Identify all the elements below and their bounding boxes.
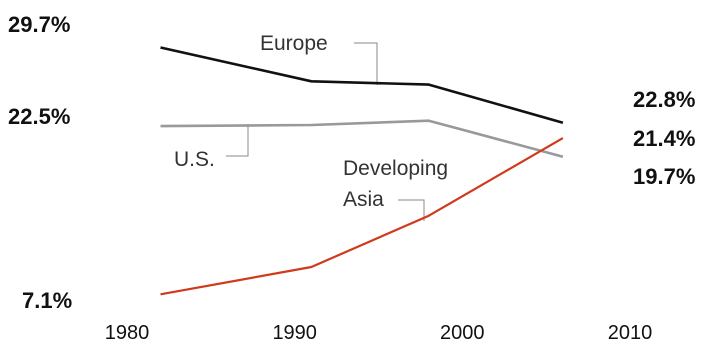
x-tick-label-1990: 1990 [272, 322, 317, 344]
asia-series-label-line2: Asia [343, 188, 384, 211]
x-tick-label-1980: 1980 [105, 322, 150, 344]
us-series-line [160, 119, 564, 158]
europe-series-label: Europe [260, 32, 328, 55]
europe-leader-line [354, 42, 378, 85]
us-series-label: U.S. [174, 148, 215, 171]
x-tick-label-2000: 2000 [440, 322, 485, 344]
europe-start-value: 29.7% [8, 12, 70, 37]
asia-leader-line [398, 199, 425, 221]
europe-end-value: 22.8% [633, 87, 695, 112]
asia-end-value: 21.4% [633, 126, 695, 151]
us-leader-line [226, 124, 249, 157]
asia-series-label-line1: Developing [343, 157, 448, 180]
series-layer [160, 46, 564, 296]
us-start-value: 22.5% [8, 104, 70, 129]
us-end-value: 19.7% [633, 164, 695, 189]
x-axis-ticks: 1980 1990 2000 2010 [105, 322, 653, 344]
x-tick-label-2010: 2010 [608, 322, 653, 344]
europe-series-line [160, 46, 564, 125]
asia-start-value: 7.1% [22, 288, 72, 313]
asia-series-line [160, 137, 564, 296]
